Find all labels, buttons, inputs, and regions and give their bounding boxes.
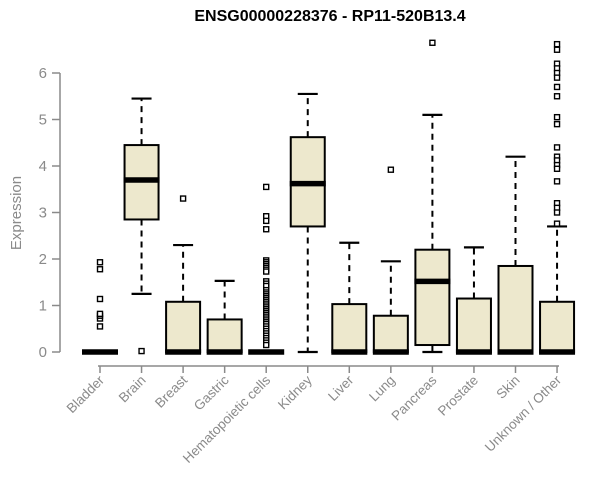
outlier-point [553,46,561,53]
outlier-point [553,83,561,91]
iqr-box [455,297,492,353]
outlier-point [96,259,104,266]
x-tick-label: Bladder [64,372,108,416]
x-tick-label: Unknown / Other [482,372,565,455]
x-tick-label: Pancreas [389,372,440,423]
x-tick-label: Prostate [435,373,481,419]
outlier-point [96,310,104,318]
x-tick-label: Brain [116,373,149,406]
outlier-point [553,178,561,185]
outlier-point [96,266,104,273]
outlier-point [263,183,270,191]
iqr-box [372,314,409,354]
x-tick-label: Skin [493,373,522,402]
outlier-point [263,268,270,275]
y-tick-label: 5 [39,112,47,129]
outlier-point [387,166,395,173]
outlier-point [553,209,561,216]
outlier-point [553,93,561,100]
outlier-point [263,226,270,233]
outlier-point [429,39,436,46]
outlier-point [263,217,270,225]
y-tick-label: 6 [39,65,47,82]
y-tick-label: 1 [39,298,47,315]
y-tick-label: 2 [39,251,47,268]
iqr-box [497,264,534,354]
outlier-point [138,347,145,355]
outlier-point [179,195,187,202]
outlier-point [553,165,561,172]
chart-title: ENSG00000228376 - RP11-520B13.4 [194,8,466,25]
outlier-point [553,40,561,48]
outlier-point [553,144,561,151]
y-tick-label: 4 [39,158,47,175]
x-tick-label: Breast [152,372,190,410]
x-tick-label: Kidney [275,372,315,412]
outlier-point [553,120,561,128]
y-tick-label: 0 [39,344,47,361]
outlier-point [553,113,561,121]
outlier-point [553,74,561,81]
outlier-point [263,341,270,349]
outlier-point [96,295,104,303]
iqr-box [414,248,451,347]
y-tick-label: 3 [39,205,47,222]
x-tick-label: Gastric [191,372,232,413]
iqr-box [165,300,202,353]
x-tick-label: Liver [325,372,357,404]
outlier-point [553,220,561,227]
y-axis-title: Expression [8,176,25,250]
iqr-box [331,303,368,354]
iqr-box [206,318,243,354]
outlier-point [96,323,104,330]
iqr-box [539,300,576,353]
x-tick-label: Lung [366,373,398,405]
